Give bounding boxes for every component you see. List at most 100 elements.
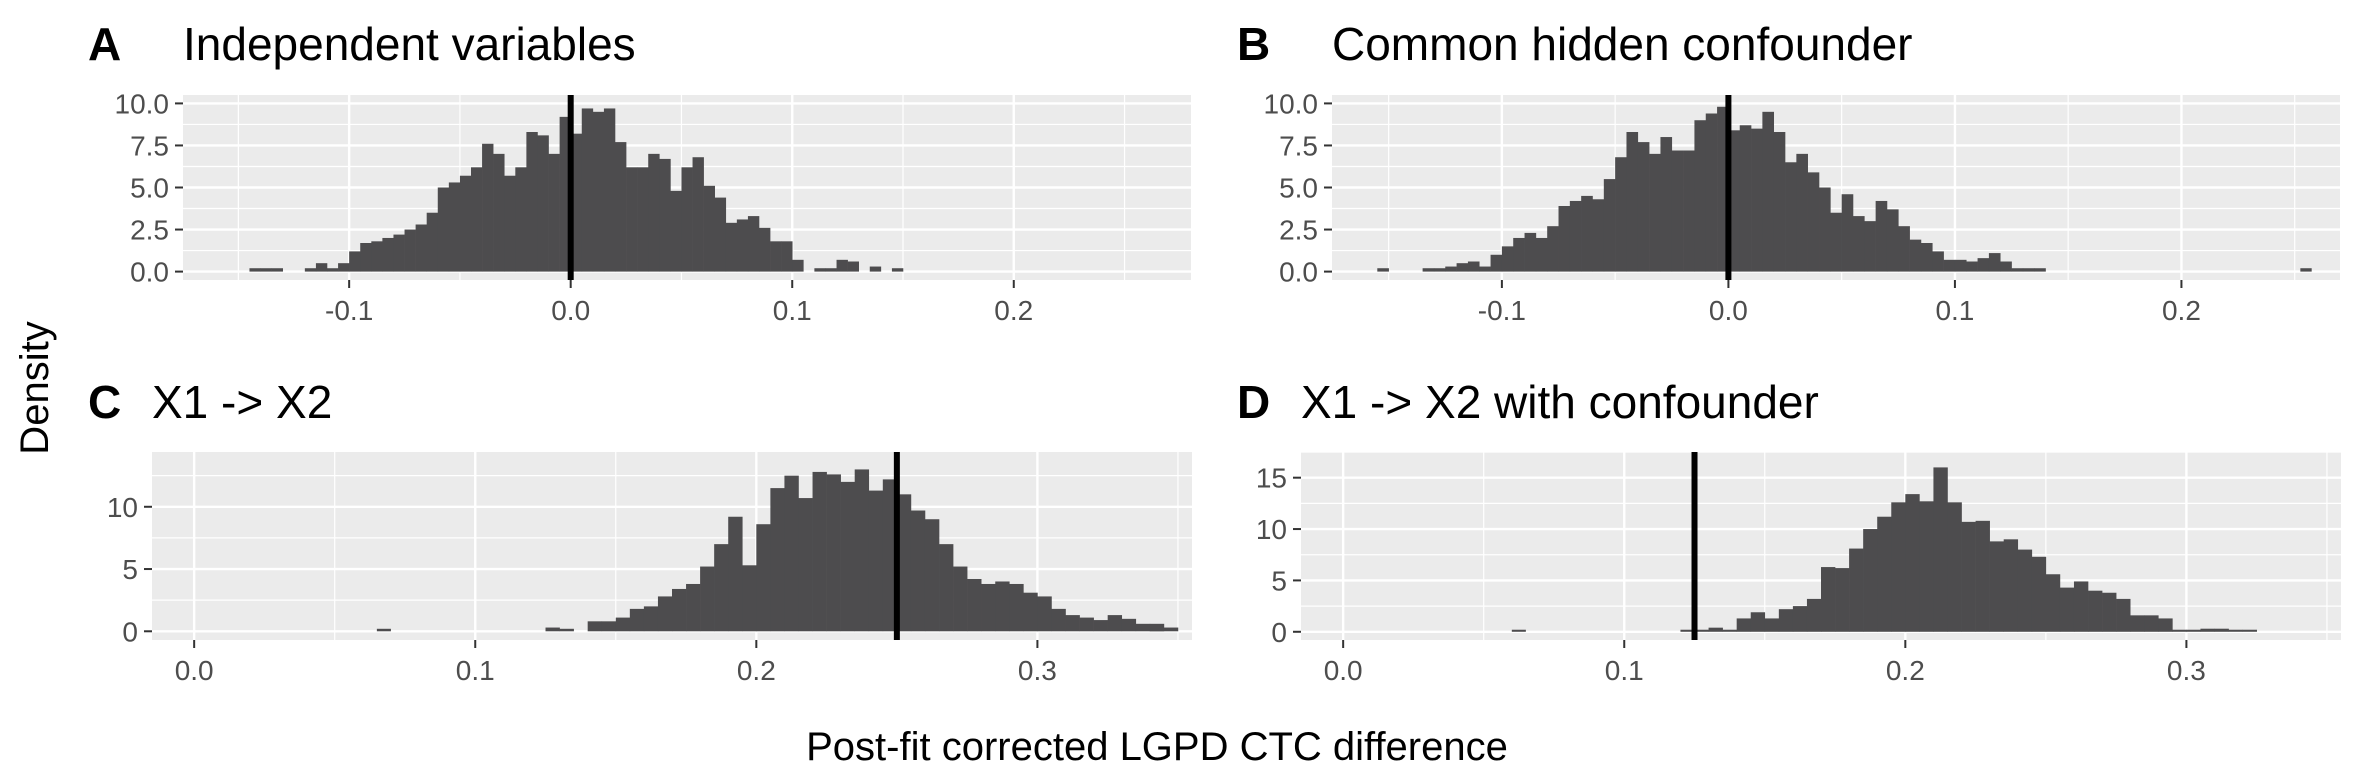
histogram-bar [1490, 254, 1503, 272]
histogram-bar [1637, 142, 1650, 272]
y-tick-label: 10 [107, 492, 138, 523]
histogram-bar [1773, 132, 1786, 272]
histogram-bar [1830, 212, 1842, 272]
histogram-bar [537, 135, 549, 272]
histogram-bar [615, 142, 627, 272]
histogram-bar [2158, 618, 2173, 632]
histogram-bar [349, 251, 361, 272]
histogram-bar [548, 153, 560, 272]
histogram-bar [581, 108, 594, 272]
histogram-bar [249, 268, 261, 272]
histogram-bar [570, 133, 583, 272]
y-tick-label: 15 [1256, 463, 1287, 494]
x-tick-label: 0.3 [2167, 655, 2206, 686]
histogram-bar [814, 268, 826, 272]
histogram-bar [1467, 261, 1480, 272]
histogram-bar [1785, 162, 1797, 272]
histogram-bar [868, 490, 884, 632]
panel-c: C X1 -> X2 0.0 0.1 0.2 0.3 0 5 10 [88, 376, 1192, 686]
histogram-bar [2186, 629, 2201, 632]
histogram-bar [1603, 179, 1616, 272]
y-tick-label: 7.5 [130, 130, 169, 161]
x-axis-title: Post-fit corrected LGPD CTC difference [806, 725, 1508, 769]
histogram-bar [1852, 216, 1865, 272]
panel-title: X1 -> X2 [152, 376, 332, 428]
x-tick-label: 0.2 [1886, 655, 1925, 686]
histogram-bar [1966, 261, 1978, 272]
panel-title: Common hidden confounder [1332, 18, 1912, 70]
histogram-bar [882, 479, 898, 632]
histogram-bar [742, 565, 757, 632]
x-tick-label: 0.1 [773, 295, 812, 326]
y-tick-label: 5.0 [1279, 173, 1318, 204]
histogram-bar [459, 175, 472, 272]
histogram-bar [1717, 106, 1729, 272]
histogram-bar [2073, 581, 2089, 632]
histogram-bar [714, 197, 727, 272]
histogram-bar [1009, 583, 1024, 632]
histogram-bar [1163, 627, 1179, 632]
histogram-bar [2003, 539, 2019, 632]
histogram-bar [1558, 206, 1571, 272]
histogram-bar [415, 224, 427, 272]
histogram-bar [587, 621, 603, 632]
x-tick-label: -0.1 [325, 295, 373, 326]
histogram-bar [1877, 516, 1892, 632]
histogram-bar [2144, 615, 2159, 632]
histogram-bar [1898, 226, 1910, 272]
histogram-bar [1943, 259, 1956, 272]
y-tick-label: 5.0 [130, 173, 169, 204]
histogram-bar [854, 469, 870, 632]
histogram-bar [657, 596, 673, 632]
histogram-bar [426, 212, 439, 272]
histogram-bar [825, 268, 837, 272]
histogram-bar [1764, 618, 1780, 632]
x-tick-label: 0.0 [175, 655, 214, 686]
histogram-bar [1649, 153, 1661, 272]
y-tick-label: 0 [122, 616, 138, 647]
histogram-bar [981, 583, 996, 632]
y-tick-label: 2.5 [1279, 215, 1318, 246]
histogram-bar [648, 153, 660, 272]
histogram-bar [1149, 628, 1164, 632]
histogram-bar [995, 581, 1010, 632]
histogram-bar [1932, 251, 1944, 272]
y-tick-label: 10.0 [115, 88, 170, 119]
histogram-bar [1821, 567, 1836, 632]
histogram-bar [338, 263, 350, 272]
histogram-bar [1961, 521, 1976, 632]
histogram-bar [836, 259, 848, 272]
histogram-bar [1975, 520, 1990, 632]
panel-tag: B [1237, 18, 1270, 70]
histogram-bar [784, 475, 799, 632]
histogram-bar [360, 243, 372, 272]
x-tick-label: 0.2 [994, 295, 1033, 326]
histogram-bar [1708, 627, 1723, 632]
histogram-bar [2017, 549, 2033, 632]
histogram-bar [1535, 237, 1548, 272]
panel-a: A Independent variables -0.1 0.0 0.1 0.2 0.0 2.… [88, 18, 1191, 326]
histogram-bar [1835, 568, 1850, 632]
histogram-bar [826, 474, 841, 632]
panel-tag: C [88, 376, 121, 428]
histogram-bar [1722, 629, 1737, 632]
histogram-bar [615, 617, 631, 632]
histogram-bar [2130, 615, 2145, 632]
histogram-bar [1739, 125, 1752, 272]
histogram-bar [891, 268, 904, 272]
histogram-bar [1875, 200, 1888, 272]
histogram-bar [1988, 253, 2001, 272]
histogram-bar [2022, 268, 2035, 272]
panel-tag: A [88, 18, 121, 70]
histogram-bar [910, 510, 926, 632]
histogram-bar [2228, 629, 2243, 632]
histogram-bar [1592, 199, 1605, 272]
histogram-bar [1954, 259, 1967, 272]
histogram-bar [2011, 268, 2024, 272]
histogram-bar [1792, 606, 1808, 632]
histogram-bar [1023, 592, 1038, 632]
histogram-bar [1819, 187, 1831, 272]
histogram-bar [1445, 266, 1457, 272]
histogram-bar [1433, 268, 1446, 272]
